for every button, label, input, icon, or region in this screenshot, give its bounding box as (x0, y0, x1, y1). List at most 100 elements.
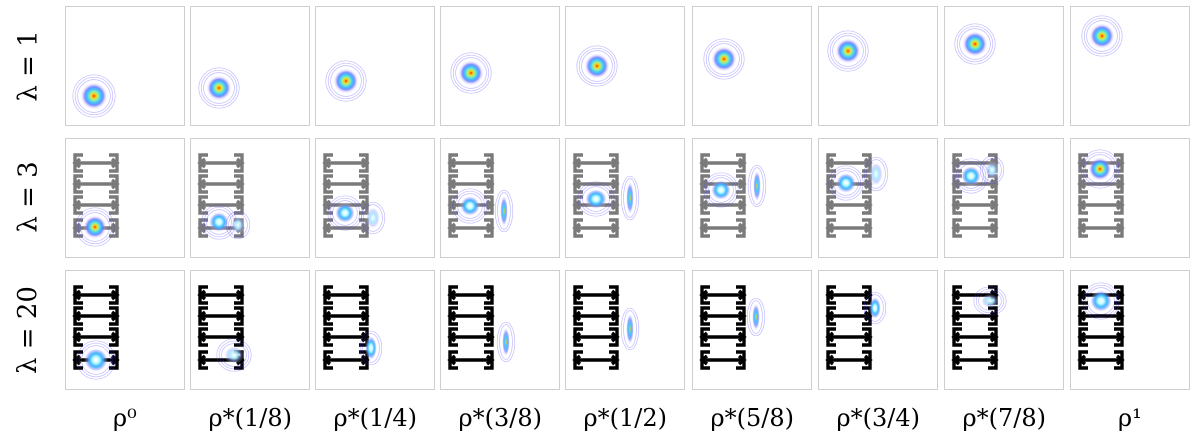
density-blob (620, 307, 640, 351)
panel-plot (1081, 15, 1123, 57)
double-arrow-obstacle (72, 174, 120, 194)
density-blob (973, 286, 1007, 316)
density-blob (76, 340, 116, 380)
panel-row1-col1 (65, 6, 185, 126)
double-arrow-obstacle (699, 306, 747, 326)
panel-row1-col4 (440, 6, 560, 126)
density-blob (828, 165, 864, 201)
density-blob (746, 297, 766, 337)
density-blob (72, 74, 116, 118)
column-label: ρ*(1/2) (583, 404, 667, 432)
density-blob (954, 23, 996, 65)
panel-row3-col9 (1070, 270, 1190, 390)
double-arrow-obstacle (447, 306, 495, 326)
double-arrow-obstacle (447, 174, 495, 194)
panel-plot (197, 153, 251, 240)
panel-row1-col7 (818, 6, 938, 126)
column-label: ρ*(3/4) (836, 404, 920, 432)
panel-plot (572, 153, 640, 238)
double-arrow-obstacle (699, 195, 747, 215)
density-blob (827, 30, 869, 72)
panel-row3-col3 (315, 270, 435, 390)
column-label: ρ*(1/8) (208, 404, 292, 432)
panel-row1-col2 (190, 6, 310, 126)
panel-row2-col7 (818, 138, 938, 258)
double-arrow-obstacle (447, 218, 495, 238)
panel-row3-col2 (190, 270, 310, 390)
panel-row3-col5 (565, 270, 685, 390)
density-blob (360, 201, 386, 235)
density-blob (452, 188, 488, 224)
density-blob (496, 321, 516, 363)
panel-row2-col9 (1070, 138, 1190, 258)
double-arrow-obstacle (825, 327, 873, 347)
panel-row2-col6 (692, 138, 812, 258)
double-arrow-obstacle (72, 285, 120, 305)
density-blob (1082, 282, 1120, 320)
double-arrow-obstacle (951, 218, 999, 238)
panel-row3-col1 (65, 270, 185, 390)
density-blob (216, 338, 252, 372)
double-arrow-obstacle (951, 327, 999, 347)
panel-plot (197, 285, 252, 372)
double-arrow-obstacle (1077, 306, 1125, 326)
density-blob (703, 172, 739, 208)
density-blob (325, 60, 367, 102)
panel-plot (72, 285, 120, 380)
double-arrow-obstacle (825, 306, 873, 326)
panel-row2-col4 (440, 138, 560, 258)
double-arrow-obstacle (1077, 218, 1125, 238)
panel-row2-col8 (944, 138, 1064, 258)
double-arrow-obstacle (72, 327, 120, 347)
density-blob (620, 175, 640, 221)
panel-row1-col3 (315, 6, 435, 126)
density-blob (450, 52, 492, 94)
double-arrow-obstacle (447, 285, 495, 305)
double-arrow-obstacle (197, 327, 245, 347)
panel-plot (703, 38, 745, 80)
double-arrow-obstacle (1077, 174, 1125, 194)
panel-plot (447, 153, 514, 238)
panel-plot (825, 285, 887, 370)
panel-plot (447, 285, 516, 370)
column-label: ρ*(7/8) (962, 404, 1046, 432)
double-arrow-obstacle (825, 350, 873, 370)
panel-plot (951, 285, 1007, 370)
double-arrow-obstacle (699, 153, 747, 173)
panel-plot (827, 30, 869, 72)
double-arrow-obstacle (197, 306, 245, 326)
double-arrow-obstacle (72, 195, 120, 215)
density-blob (1081, 15, 1123, 57)
panel-row3-col6 (692, 270, 812, 390)
panel-plot (72, 153, 120, 247)
panel-plot (325, 60, 367, 102)
panel-plot (322, 285, 383, 370)
double-arrow-obstacle (825, 285, 873, 305)
double-arrow-obstacle (825, 195, 873, 215)
double-arrow-obstacle (197, 153, 245, 173)
double-arrow-obstacle (197, 285, 245, 305)
panel-plot (1077, 282, 1125, 370)
density-blob (327, 195, 363, 231)
double-arrow-obstacle (447, 153, 495, 173)
density-blob (863, 291, 887, 325)
density-blob (1080, 149, 1120, 189)
density-blob (703, 38, 745, 80)
panel-plot (450, 52, 492, 94)
panel-row1-col6 (692, 6, 812, 126)
double-arrow-obstacle (447, 350, 495, 370)
double-arrow-obstacle (951, 306, 999, 326)
panel-row3-col4 (440, 270, 560, 390)
panel-row2-col5 (565, 138, 685, 258)
panel-row3-col7 (818, 270, 938, 390)
double-arrow-obstacle (72, 306, 120, 326)
double-arrow-obstacle (572, 306, 620, 326)
density-blob (225, 210, 251, 240)
density-blob (75, 207, 115, 247)
panel-plot (576, 45, 618, 87)
double-arrow-obstacle (322, 306, 370, 326)
row-label: λ = 1 (13, 30, 44, 102)
double-arrow-obstacle (825, 153, 873, 173)
double-arrow-obstacle (447, 327, 495, 347)
column-label: ρ*(5/8) (710, 404, 794, 432)
